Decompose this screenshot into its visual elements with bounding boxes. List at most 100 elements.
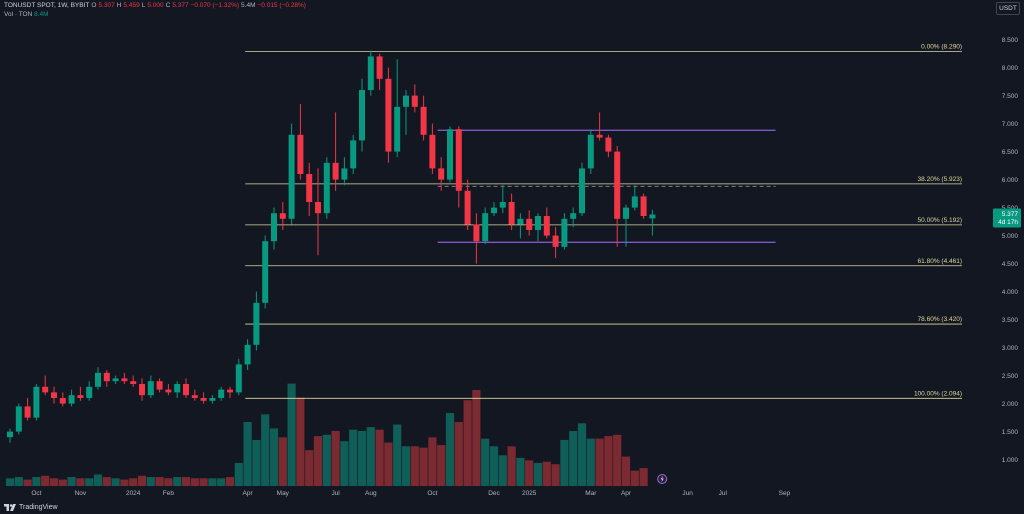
candle-body <box>517 218 524 225</box>
ohlc-high-value: 5.459 <box>123 2 140 9</box>
volume-bar <box>146 477 155 486</box>
volume-bar <box>137 475 147 486</box>
volume-bar <box>243 422 252 486</box>
volume-bar <box>190 478 199 486</box>
volume-bar <box>577 423 587 486</box>
price-axis-tick: 2.000 <box>1002 401 1019 408</box>
time-axis-tick: Oct <box>427 490 437 497</box>
candle-body <box>376 56 383 79</box>
candle-body <box>51 392 57 398</box>
candle-body <box>640 196 647 216</box>
volume-bar <box>58 479 67 486</box>
time-axis-tick: Feb <box>163 490 175 497</box>
volume-bar <box>498 455 507 486</box>
time-axis-tick: Jul <box>719 490 728 497</box>
symbol-name[interactable]: TONUSDT SPOT, 1W, BYBIT <box>4 2 90 9</box>
candle-body <box>156 381 163 390</box>
time-axis-tick: 2025 <box>522 490 537 497</box>
volume-label: Vol · TON <box>4 11 33 18</box>
time-axis-tick: Apr <box>243 490 254 497</box>
time-axis-tick: Oct <box>31 490 41 497</box>
volume-bar <box>269 428 279 486</box>
candle-body <box>279 213 286 219</box>
last-price-badge <box>993 208 1021 228</box>
volume-bar <box>516 457 525 486</box>
price-axis-tick: 7.000 <box>1002 121 1019 128</box>
volume-bar <box>225 477 235 486</box>
candle-body <box>227 389 233 393</box>
candle-body <box>350 140 357 169</box>
candle-body <box>332 162 339 180</box>
price-axis-tick: 8.000 <box>1002 65 1019 72</box>
candle-body <box>253 302 260 345</box>
volume-bar <box>595 438 604 486</box>
candle-body <box>323 162 330 214</box>
volume-bar <box>14 477 23 486</box>
volume-bar <box>340 441 349 486</box>
last-price-countdown: 4d 17h <box>998 219 1018 226</box>
candle-body <box>543 216 550 236</box>
volume-bar <box>85 478 94 486</box>
candle-body <box>244 344 251 365</box>
volume-bar <box>93 474 103 486</box>
volume-header[interactable]: Vol · TON 8.4M <box>4 11 49 18</box>
price-axis-tick: 6.000 <box>1002 177 1019 184</box>
volume-bar <box>472 390 481 486</box>
candles <box>7 50 656 443</box>
candle-body <box>262 241 269 303</box>
candle-body <box>447 129 453 180</box>
candle-body <box>561 218 568 247</box>
overlay-change: −0.015 (−0.28%) <box>257 2 306 9</box>
volume-bar <box>384 442 393 486</box>
price-axis-tick: 6.500 <box>1002 149 1019 156</box>
volume-bar <box>67 477 76 486</box>
time-axis-tick: Jul <box>331 490 340 497</box>
price-axis-tick: 2.500 <box>1002 373 1019 380</box>
volume-bar <box>305 450 314 486</box>
candle-body <box>587 134 594 169</box>
candle-body <box>385 78 392 152</box>
candle-body <box>508 202 515 225</box>
volume-bar <box>586 438 595 486</box>
last-price-value: 5.377 <box>1002 211 1019 218</box>
candle-body <box>77 395 84 398</box>
candle-body <box>526 218 533 230</box>
price-axis-tick: 7.500 <box>1002 93 1019 100</box>
volume-bar <box>639 468 648 486</box>
candle-body <box>130 381 137 384</box>
price-axis: 8.5008.0007.5007.0006.5006.0005.5005.000… <box>1002 37 1019 464</box>
volume-bar <box>155 477 164 486</box>
price-axis-tick: 1.000 <box>1002 457 1019 464</box>
candle-body <box>394 106 401 152</box>
ohlc-close-value: 5.377 <box>172 2 189 9</box>
candle-body <box>209 398 216 401</box>
price-axis-tick: 3.000 <box>1002 345 1019 352</box>
candle-body <box>429 134 436 169</box>
volume-bar <box>76 478 85 486</box>
volume-bar <box>507 446 516 486</box>
candle-body <box>570 213 577 219</box>
candle-body <box>59 398 66 404</box>
candle-body <box>288 134 295 219</box>
candle-body <box>438 168 445 180</box>
time-axis-tick: Apr <box>621 490 632 497</box>
volume-bar <box>41 475 50 486</box>
candle-body <box>174 384 181 393</box>
candle-body <box>623 207 629 219</box>
volume-bar <box>533 462 543 486</box>
tradingview-brand[interactable]: TradingView <box>4 504 58 511</box>
candle-body <box>367 56 374 90</box>
volume-bar <box>129 478 138 486</box>
volume-bar <box>410 446 419 486</box>
candle-body <box>218 389 225 398</box>
time-axis-tick: May <box>277 490 290 497</box>
time-axis-tick: Sep <box>779 490 791 497</box>
candle-body <box>86 386 93 398</box>
currency-badge[interactable]: USDT <box>996 2 1020 15</box>
volume-bar <box>437 445 446 486</box>
candle-body <box>605 137 612 152</box>
volume-bar <box>261 414 270 486</box>
volume-bar <box>481 438 490 486</box>
volume-bar <box>102 477 111 486</box>
